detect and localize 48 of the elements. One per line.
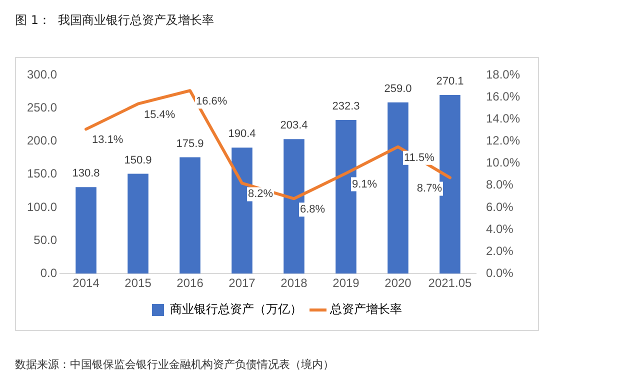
y-tick-label: 100.0 <box>27 200 58 214</box>
data-label: 9.1% <box>352 178 378 190</box>
data-label: 150.9 <box>124 154 152 166</box>
y-tick-label: 150.0 <box>27 166 58 181</box>
legend-label: 总资产增长率 <box>329 302 402 316</box>
y2-tick-label: 0.0% <box>486 266 514 280</box>
data-label: 15.4% <box>144 108 176 121</box>
data-label: 130.8 <box>72 168 100 180</box>
y2-tick-label: 4.0% <box>486 222 514 236</box>
data-label: 203.4 <box>280 120 308 132</box>
y2-tick-label: 16.0% <box>486 90 520 104</box>
data-label: 8.7% <box>416 182 442 195</box>
data-label: 270.1 <box>436 76 464 88</box>
y2-tick-label: 18.0% <box>486 68 520 82</box>
bar <box>128 174 148 274</box>
y-tick-label: 300.0 <box>27 68 58 82</box>
chart-title: 图 1： 我国商业银行总资产及增长率 <box>15 12 214 29</box>
data-label: 232.3 <box>332 100 360 113</box>
data-label: 8.2% <box>248 188 274 200</box>
y2-tick-label: 6.0% <box>486 200 514 214</box>
x-tick-label: 2018 <box>280 276 308 290</box>
x-tick-label: 2021.05 <box>428 276 472 290</box>
y-tick-label: 0.0 <box>40 266 58 280</box>
x-tick-label: 2014 <box>72 276 100 290</box>
data-label: 190.4 <box>228 128 256 140</box>
bar <box>180 157 200 274</box>
x-tick-label: 2020 <box>384 276 412 290</box>
y2-tick-label: 2.0% <box>486 244 514 258</box>
bar <box>76 187 96 274</box>
x-tick-label: 2019 <box>332 276 360 290</box>
y2-tick-label: 14.0% <box>486 112 520 126</box>
y-tick-label: 50.0 <box>34 232 58 247</box>
y2-tick-label: 12.0% <box>486 134 520 148</box>
y-tick-label: 200.0 <box>27 134 58 148</box>
data-label: 175.9 <box>176 138 204 150</box>
x-tick-label: 2015 <box>124 276 152 290</box>
data-label: 16.6% <box>196 96 228 108</box>
legend-label: 商业银行总资产（万亿） <box>170 302 302 316</box>
data-label: 11.5% <box>404 152 435 164</box>
x-tick-label: 2016 <box>176 276 204 290</box>
y2-tick-label: 10.0% <box>486 156 520 170</box>
data-label: 6.8% <box>300 204 326 216</box>
x-tick-label: 2017 <box>228 276 256 290</box>
source-note: 数据来源：中国银保监会银行业金融机构资产负债情况表（境内） <box>15 357 334 372</box>
data-label: 259.0 <box>384 82 412 95</box>
data-label: 13.1% <box>92 134 124 146</box>
y-tick-label: 250.0 <box>27 100 58 115</box>
y2-tick-label: 8.0% <box>486 178 514 192</box>
